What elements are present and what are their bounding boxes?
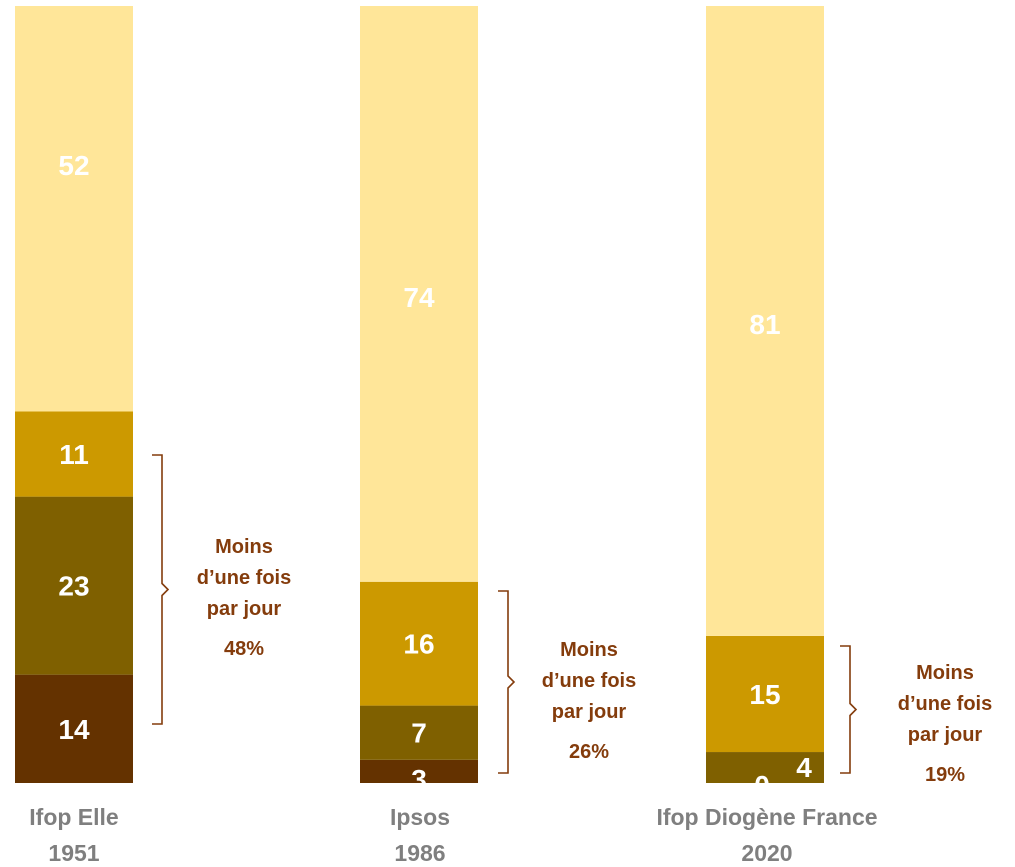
bar-segment-2-2 <box>706 635 824 753</box>
category-label-2-0: Ifop Diogène France <box>656 804 877 830</box>
bar-segment-2-1 <box>706 752 824 783</box>
bracket-1 <box>498 590 516 774</box>
segment-label-0-1: 23 <box>58 571 89 602</box>
segment-label-0-3: 52 <box>58 150 89 181</box>
annotation-line-0-2: par jour <box>207 598 282 620</box>
segment-label-0-0: 14 <box>58 714 90 745</box>
annotation-line-2-1: d’une fois <box>898 693 992 715</box>
bar-segment-0-3 <box>15 6 133 412</box>
category-label-2-1: 2020 <box>741 840 792 866</box>
annotation-line-1-2: par jour <box>552 701 627 723</box>
bar-segment-1-0 <box>360 759 478 783</box>
segment-label-1-1: 7 <box>411 718 427 749</box>
bar-segment-0-1 <box>15 496 133 675</box>
segment-label-2-0: 0 <box>754 770 770 801</box>
category-label-0-1: 1951 <box>48 840 99 866</box>
bar-segment-1-1 <box>360 705 478 760</box>
segment-label-2-3: 81 <box>749 309 780 340</box>
annotation-line-2-0: Moins <box>916 662 974 684</box>
annotation-line-0-1: d’une fois <box>197 567 291 589</box>
annotation-value-0: 48% <box>224 638 264 660</box>
annotation-line-2-2: par jour <box>908 724 983 746</box>
bar-segment-2-3 <box>706 6 824 636</box>
annotation-value-1: 26% <box>569 741 609 763</box>
category-label-1-0: Ipsos <box>390 804 450 830</box>
bracket-2 <box>840 645 858 774</box>
bar-segment-0-2 <box>15 411 133 497</box>
bracket-0 <box>152 454 170 725</box>
annotation-value-2: 19% <box>925 764 965 786</box>
segment-label-1-3: 74 <box>403 282 435 313</box>
annotation-line-0-0: Moins <box>215 536 273 558</box>
bar-segment-1-3 <box>360 6 478 582</box>
category-label-0-0: Ifop Elle <box>29 804 118 830</box>
segment-label-0-2: 11 <box>59 439 89 470</box>
annotation-line-1-1: d’une fois <box>542 670 636 692</box>
bar-segment-1-2 <box>360 581 478 706</box>
category-label-1-1: 1986 <box>394 840 445 866</box>
bar-segment-0-0 <box>15 674 133 783</box>
segment-label-2-2: 15 <box>749 679 780 710</box>
segment-label-1-0: 3 <box>411 764 427 795</box>
annotation-line-1-0: Moins <box>560 639 618 661</box>
segment-label-1-2: 16 <box>403 629 434 660</box>
segment-label-2-1: 4 <box>796 752 812 783</box>
